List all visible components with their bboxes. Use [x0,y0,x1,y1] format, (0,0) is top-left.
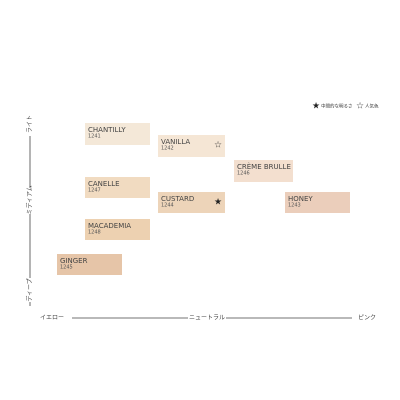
legend-label: 人気色 [365,103,379,110]
swatch [285,192,350,213]
swatch [57,254,122,275]
swatch-code: 1244 [161,203,174,209]
x-axis-label: ニュートラル [189,315,225,322]
swatch-code: 1241 [88,134,101,140]
y-axis-label: ミディアム [26,185,34,214]
swatch-name: CANELLE [88,180,120,188]
swatch [85,177,150,198]
y-axis-label: ディープ [26,278,34,301]
swatch [158,135,225,157]
swatch [85,123,150,145]
swatch-code: 1247 [88,188,101,194]
x-axis-label: イエロー [40,315,64,322]
swatch-name: VANILLA [161,138,190,146]
swatch-code: 1248 [88,230,101,236]
swatch-name: CUSTARD [161,195,194,203]
swatch-name: CRÈME BRULLE [237,162,291,171]
swatch [158,192,225,213]
x-axis-label: ピンク [358,315,376,322]
swatch-code: 1246 [237,171,250,177]
swatch-name: HONEY [288,195,313,203]
y-axis-label: ライト [27,115,34,133]
swatch-code: 1245 [60,265,73,271]
swatch-name: CHANTILLY [88,126,126,134]
swatch-symbol: ☆ [214,141,222,151]
legend-symbol: ☆ [356,102,364,112]
swatch [234,160,293,182]
swatch [85,219,150,240]
swatch-name: MACADEMIA [88,222,131,230]
swatch-code: 1243 [288,203,301,209]
swatch-name: GINGER [60,257,88,265]
legend-label: 中間的な明るさ [321,103,353,110]
swatch-symbol: ★ [214,198,222,208]
swatch-code: 1242 [161,146,174,152]
legend-symbol: ★ [312,102,320,112]
